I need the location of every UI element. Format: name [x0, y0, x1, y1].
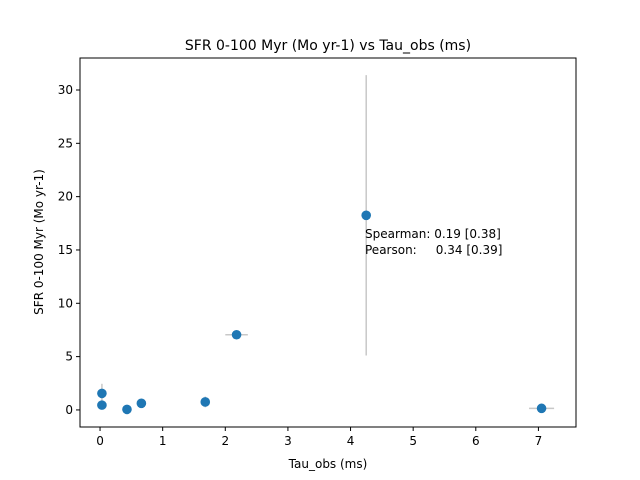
- data-point-3: [136, 398, 147, 409]
- data-point-6: [361, 210, 372, 221]
- y-tick-label-4: 20: [58, 190, 73, 204]
- x-tick-label-6: 6: [472, 434, 480, 448]
- chart-title: SFR 0-100 Myr (Mo yr-1) vs Tau_obs (ms): [185, 38, 471, 54]
- data-point-0: [97, 388, 107, 399]
- data-point-5: [231, 329, 242, 340]
- y-axis-label: SFR 0-100 Myr (Mo yr-1): [32, 169, 46, 315]
- x-tick-label-1: 1: [159, 434, 167, 448]
- data-point-1: [97, 400, 107, 410]
- x-tick-label-0: 0: [96, 434, 104, 448]
- y-axis-ticks: 0 5 10 15 20 25 30: [58, 83, 80, 417]
- data-point-7: [536, 403, 547, 414]
- x-tick-label-2: 2: [221, 434, 229, 448]
- y-tick-label-2: 10: [58, 296, 73, 310]
- annotation-spearman: Spearman: 0.19 [0.38]: [365, 227, 501, 241]
- errorbars: [101, 75, 555, 410]
- plot-area-frame: [79, 57, 577, 428]
- x-tick-label-7: 7: [535, 434, 543, 448]
- y-tick-label-0: 0: [65, 403, 73, 417]
- data-points: [97, 210, 547, 415]
- y-tick-label-1: 5: [65, 350, 73, 364]
- annotation-pearson: Pearson: 0.34 [0.39]: [365, 243, 502, 257]
- data-point-2: [122, 404, 132, 415]
- x-tick-label-3: 3: [284, 434, 292, 448]
- x-axis-ticks: 0 1 2 3 4 5 6 7: [96, 427, 542, 448]
- x-tick-label-5: 5: [409, 434, 417, 448]
- y-tick-label-6: 30: [58, 83, 73, 97]
- y-tick-label-5: 25: [58, 136, 73, 150]
- x-axis-label: Tau_obs (ms): [288, 457, 368, 471]
- data-point-4: [200, 397, 211, 407]
- y-tick-label-3: 15: [58, 243, 73, 257]
- x-tick-label-4: 4: [347, 434, 355, 448]
